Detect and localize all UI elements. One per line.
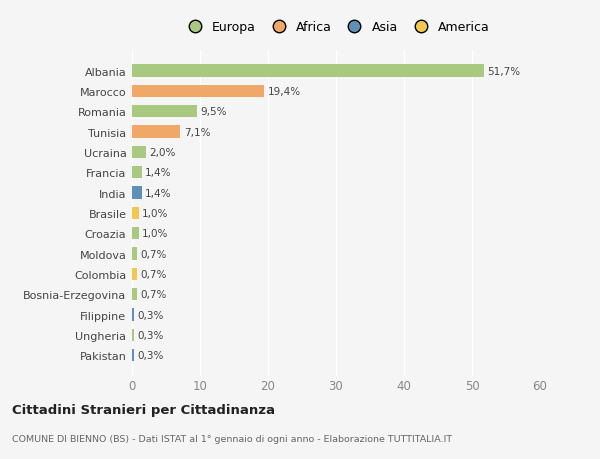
- Bar: [132, 248, 137, 260]
- Bar: [132, 228, 139, 240]
- Text: 1,0%: 1,0%: [142, 229, 169, 239]
- Text: 1,4%: 1,4%: [145, 168, 172, 178]
- Text: 51,7%: 51,7%: [487, 67, 520, 76]
- Text: 0,7%: 0,7%: [140, 290, 167, 300]
- Text: 0,3%: 0,3%: [137, 310, 164, 320]
- Bar: [132, 65, 484, 78]
- Bar: [132, 309, 134, 321]
- Text: 0,7%: 0,7%: [140, 269, 167, 279]
- Bar: [132, 207, 139, 219]
- Bar: [132, 349, 134, 362]
- Bar: [132, 146, 146, 159]
- Text: 2,0%: 2,0%: [149, 148, 175, 157]
- Bar: [132, 126, 180, 138]
- Text: COMUNE DI BIENNO (BS) - Dati ISTAT al 1° gennaio di ogni anno - Elaborazione TUT: COMUNE DI BIENNO (BS) - Dati ISTAT al 1°…: [12, 434, 452, 442]
- Bar: [132, 289, 137, 301]
- Bar: [132, 329, 134, 341]
- Text: 0,7%: 0,7%: [140, 249, 167, 259]
- Text: 1,0%: 1,0%: [142, 208, 169, 218]
- Bar: [132, 268, 137, 280]
- Bar: [132, 85, 264, 98]
- Text: 7,1%: 7,1%: [184, 127, 210, 137]
- Text: 0,3%: 0,3%: [137, 351, 164, 360]
- Text: 19,4%: 19,4%: [268, 87, 301, 97]
- Text: 1,4%: 1,4%: [145, 188, 172, 198]
- Bar: [132, 187, 142, 199]
- Bar: [132, 167, 142, 179]
- Text: Cittadini Stranieri per Cittadinanza: Cittadini Stranieri per Cittadinanza: [12, 403, 275, 416]
- Legend: Europa, Africa, Asia, America: Europa, Africa, Asia, America: [182, 21, 490, 34]
- Text: 9,5%: 9,5%: [200, 107, 227, 117]
- Bar: [132, 106, 197, 118]
- Text: 0,3%: 0,3%: [137, 330, 164, 340]
